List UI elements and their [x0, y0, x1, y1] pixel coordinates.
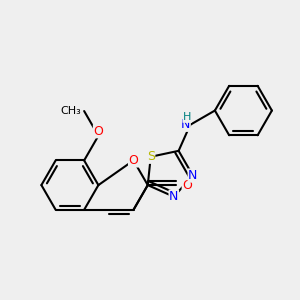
Text: S: S	[147, 150, 155, 163]
Text: H: H	[183, 112, 191, 122]
Text: O: O	[129, 154, 139, 167]
Text: CH₃: CH₃	[60, 106, 81, 116]
Text: O: O	[182, 178, 192, 192]
Text: N: N	[188, 169, 198, 182]
Text: N: N	[169, 190, 178, 203]
Text: O: O	[94, 125, 103, 138]
Text: N: N	[181, 118, 190, 131]
